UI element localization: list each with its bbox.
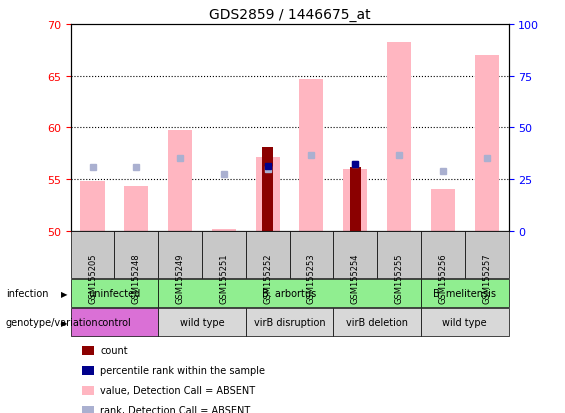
Text: GSM155248: GSM155248 [132,253,141,303]
Text: ▶: ▶ [61,318,68,327]
Text: virB disruption: virB disruption [254,318,325,328]
Bar [431,190,455,231]
Text: percentile rank within the sample: percentile rank within the sample [100,366,265,375]
Text: count: count [100,346,128,356]
Bar [124,187,149,231]
Text: rank, Detection Call = ABSENT: rank, Detection Call = ABSENT [100,405,250,413]
Text: GSM155251: GSM155251 [219,253,228,303]
Text: virB deletion: virB deletion [346,318,408,328]
Text: GSM155252: GSM155252 [263,253,272,303]
Text: GSM155257: GSM155257 [482,253,491,303]
Bar [343,169,367,231]
Text: genotype/variation: genotype/variation [6,318,98,328]
Text: B. arbortus: B. arbortus [262,289,317,299]
Text: infection: infection [6,289,48,299]
Text: GSM155256: GSM155256 [438,253,447,303]
Bar [168,131,192,231]
Bar [387,43,411,231]
Bar [80,182,105,231]
Bar [255,158,280,231]
Bar [262,148,273,231]
Text: GSM155255: GSM155255 [394,253,403,303]
Text: uninfected: uninfected [88,289,141,299]
Text: B. melitensis: B. melitensis [433,289,496,299]
Text: GSM155249: GSM155249 [176,253,185,303]
Bar [350,167,360,231]
Bar [212,229,236,231]
Text: GSM155254: GSM155254 [351,253,360,303]
Text: ▶: ▶ [61,289,68,298]
Text: GSM155205: GSM155205 [88,253,97,303]
Text: control: control [98,318,131,328]
Text: GSM155253: GSM155253 [307,253,316,303]
Bar [475,56,499,231]
Text: wild type: wild type [180,318,224,328]
Text: value, Detection Call = ABSENT: value, Detection Call = ABSENT [100,385,255,395]
Text: wild type: wild type [442,318,487,328]
Bar [299,79,324,231]
Title: GDS2859 / 1446675_at: GDS2859 / 1446675_at [208,8,371,22]
